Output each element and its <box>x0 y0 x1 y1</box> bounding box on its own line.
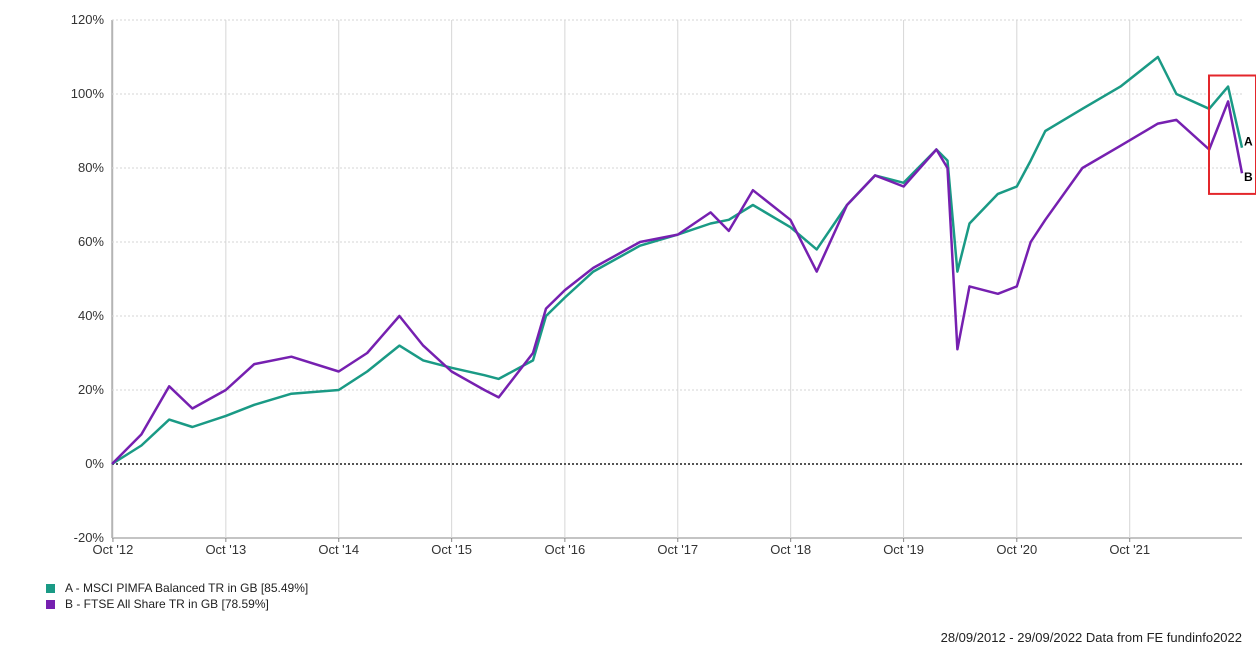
latest-values-highlight <box>1208 74 1256 195</box>
x-tick-label: Oct '21 <box>1109 542 1150 557</box>
x-axis-ticks: Oct '12 Oct '13 Oct '14 Oct '15 Oct '16 Oct '… <box>93 542 1151 557</box>
x-tick-label: Oct '14 <box>318 542 359 557</box>
x-tick-label: Oct '20 <box>996 542 1037 557</box>
x-tick-label: Oct '16 <box>544 542 585 557</box>
y-tick-label: 100% <box>71 86 105 101</box>
legend-swatch-b <box>46 599 55 609</box>
legend-swatch-a <box>46 583 55 593</box>
series-end-marker-a: A <box>1244 135 1253 149</box>
x-tick-label: Oct '13 <box>205 542 246 557</box>
y-tick-label: 60% <box>78 234 104 249</box>
x-tick-label: Oct '12 <box>93 542 134 557</box>
y-tick-label: 20% <box>78 382 104 397</box>
x-tick-label: Oct '15 <box>431 542 472 557</box>
legend-label-b: B - FTSE All Share TR in GB [78.59%] <box>65 597 269 611</box>
data-source-footer: 28/09/2012 - 29/09/2022 Data from FE fun… <box>940 630 1242 645</box>
legend-label-a: A - MSCI PIMFA Balanced TR in GB [85.49%… <box>65 581 309 595</box>
legend-item-a[interactable]: A - MSCI PIMFA Balanced TR in GB [85.49%… <box>46 580 308 596</box>
y-tick-label: 80% <box>78 160 104 175</box>
x-tick-label: Oct '18 <box>770 542 811 557</box>
y-tick-label: 40% <box>78 308 104 323</box>
y-tick-label: 120% <box>71 12 105 27</box>
y-tick-label: 0% <box>85 456 104 471</box>
x-tick-label: Oct '17 <box>657 542 698 557</box>
series-end-markers: AB <box>1244 135 1253 185</box>
series-line-a <box>111 55 1244 466</box>
series-lines <box>111 55 1244 466</box>
series-end-marker-b: B <box>1244 170 1253 184</box>
x-tick-label: Oct '19 <box>883 542 924 557</box>
legend: A - MSCI PIMFA Balanced TR in GB [85.49%… <box>46 580 308 612</box>
performance-chart: 120%100%80%60%40%20%0%-20% Oct '12 Oct '1… <box>71 12 1256 557</box>
y-tick-label: -20% <box>74 530 105 545</box>
grid <box>111 19 1242 542</box>
y-axis-ticks: 120% 100% 80% 60% 40% 20% 0% -20% <box>71 12 105 545</box>
legend-item-b[interactable]: B - FTSE All Share TR in GB [78.59%] <box>46 596 308 612</box>
series-line-b <box>111 100 1244 465</box>
